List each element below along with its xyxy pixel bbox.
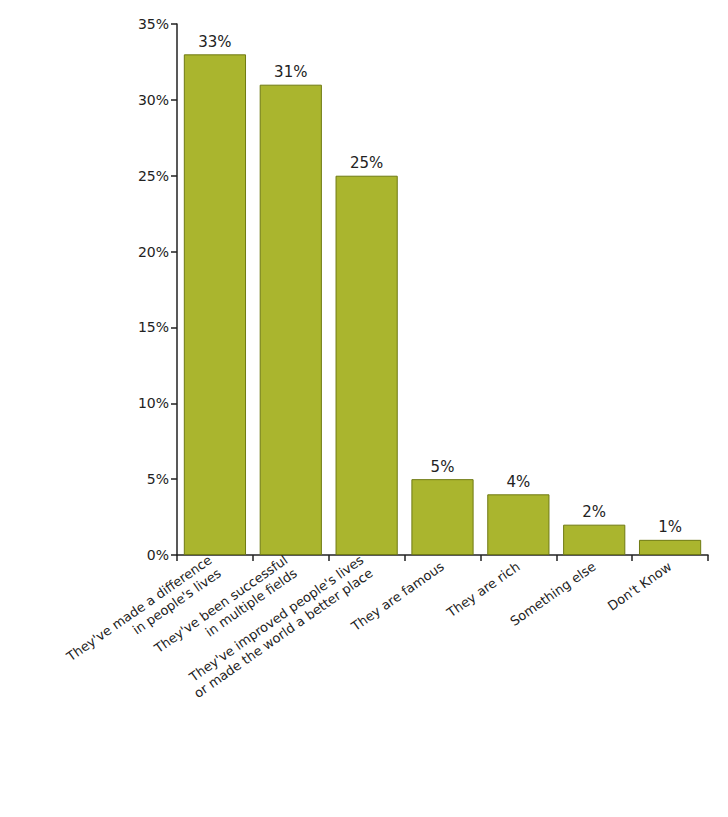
svg-text:in multiple fields: in multiple fields <box>202 565 300 640</box>
svg-text:33%: 33% <box>198 33 231 51</box>
svg-text:15%: 15% <box>138 319 169 335</box>
svg-text:in people's lives: in people's lives <box>129 565 224 638</box>
svg-text:2%: 2% <box>582 503 606 521</box>
svg-text:10%: 10% <box>138 395 169 411</box>
svg-text:They are famous: They are famous <box>348 559 447 635</box>
svg-text:They are rich: They are rich <box>443 559 522 621</box>
svg-text:5%: 5% <box>431 458 455 476</box>
svg-text:20%: 20% <box>138 244 169 260</box>
svg-text:Something else: Something else <box>507 559 598 629</box>
svg-text:30%: 30% <box>138 92 169 108</box>
svg-text:0%: 0% <box>147 547 169 563</box>
svg-text:Don't Know: Don't Know <box>605 559 675 614</box>
svg-text:1%: 1% <box>658 518 682 536</box>
svg-text:31%: 31% <box>274 63 307 81</box>
svg-text:25%: 25% <box>138 168 169 184</box>
svg-text:They've improved people's live: They've improved people's lives <box>186 552 367 685</box>
svg-text:4%: 4% <box>506 473 530 491</box>
svg-text:25%: 25% <box>350 154 383 172</box>
svg-text:35%: 35% <box>138 16 169 32</box>
svg-text:They've made a difference: They've made a difference <box>63 552 215 665</box>
svg-text:They've been successful: They've been successful <box>151 552 291 656</box>
svg-text:or made the world a better pla: or made the world a better place <box>191 565 376 701</box>
svg-text:5%: 5% <box>147 471 169 487</box>
